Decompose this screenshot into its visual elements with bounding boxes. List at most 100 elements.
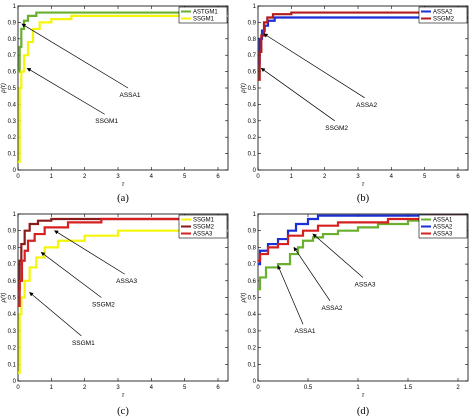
- y-tick-label: 0: [13, 379, 17, 385]
- y-tick-label: 0.7: [248, 262, 257, 268]
- chart-panel-2: 0 0.1 0.2 0.3 0.4 0.5 0.6 0.7 0.8 0.9 1 0 1 2 3 4 5 6 τ ρ(τ…: [241, 4, 469, 204]
- x-tick-label: 1: [356, 385, 360, 391]
- legend-label: ASTGM1: [193, 10, 218, 16]
- plot-area: [257, 5, 469, 171]
- y-tick-label: 1: [13, 212, 17, 218]
- panel-caption: (b): [357, 193, 370, 204]
- annotation-label: ASSA3: [116, 278, 137, 285]
- plot-area: [17, 213, 229, 382]
- legend-label: ASSA3: [433, 232, 453, 238]
- y-tick-label: 0.6: [248, 279, 257, 285]
- y-tick-label: 0.9: [248, 229, 257, 235]
- annotation-label: SSGM1: [95, 118, 118, 125]
- annotation-arrow: [312, 233, 364, 278]
- annotation-arrow: [260, 67, 335, 122]
- y-tick-label: 0.5: [248, 86, 257, 92]
- y-tick-label: 1: [253, 212, 257, 218]
- panel-caption: (a): [117, 193, 129, 204]
- annotation-arrow: [26, 67, 105, 115]
- annotation-label: ASSA2: [356, 102, 377, 109]
- annotation-label: SSGM2: [92, 302, 115, 309]
- y-tick-label: 0.6: [8, 70, 17, 76]
- y-tick-label: 0.9: [248, 20, 257, 26]
- y-tick-label: 0.4: [8, 102, 17, 108]
- y-tick-label: 0.8: [248, 37, 257, 43]
- x-tick-label: 3: [116, 385, 120, 391]
- x-tick-label: 1: [50, 174, 54, 180]
- series-line-ssgm2: [18, 217, 228, 291]
- y-tick-label: 0.2: [8, 346, 17, 352]
- x-tick-label: 0: [16, 385, 20, 391]
- series-line-ssgm1: [18, 229, 228, 374]
- legend-label: SSGM1: [193, 17, 215, 23]
- y-tick-label: 0.6: [248, 70, 257, 76]
- annotation-label: SSGM1: [72, 340, 95, 347]
- y-tick-label: 0.5: [8, 296, 17, 302]
- annotation-arrow: [277, 265, 304, 325]
- annotation-arrow: [40, 251, 102, 298]
- y-tick-label: 1: [13, 4, 17, 10]
- legend-box: [418, 214, 468, 239]
- series-line-ssgm2: [258, 11, 468, 81]
- y-tick-label: 0.2: [248, 135, 257, 141]
- y-tick-label: 0.4: [248, 312, 257, 318]
- y-tick-label: 0.8: [8, 37, 17, 43]
- y-tick-label: 0.7: [8, 53, 17, 59]
- annotation-label: ASSA3: [355, 281, 376, 288]
- y-tick-label: 0.5: [8, 86, 17, 92]
- y-tick-label: 0.1: [8, 362, 17, 368]
- x-tick-label: 1: [290, 174, 294, 180]
- legend-label: ASSA2: [433, 10, 453, 16]
- x-tick-label: 6: [216, 385, 220, 391]
- x-tick-label: 5: [423, 174, 427, 180]
- x-tick-label: 1: [50, 385, 54, 391]
- chart-panel-4: 0 0.1 0.2 0.3 0.4 0.5 0.6 0.7 0.8 0.9 1 0 0.5 1 1.5 2 τ ρ…: [241, 212, 469, 417]
- plot-area: [17, 5, 229, 171]
- series-line-assa3: [18, 217, 228, 307]
- series-line-ssgm1: [18, 14, 228, 163]
- y-tick-label: 0: [253, 379, 257, 385]
- annotation-arrow: [54, 230, 125, 275]
- y-tick-label: 0.5: [248, 296, 257, 302]
- x-tick-label: 2: [83, 385, 87, 391]
- y-tick-label: 0.3: [248, 329, 257, 335]
- y-tick-label: 0.6: [8, 279, 17, 285]
- y-tick-label: 0.9: [8, 20, 17, 26]
- x-tick-label: 0: [256, 174, 260, 180]
- annotation-arrow: [21, 23, 129, 89]
- x-tick-label: 0: [16, 174, 20, 180]
- y-tick-label: 0.1: [8, 152, 17, 158]
- y-tick-label: 0.3: [8, 329, 17, 335]
- y-tick-label: 0.8: [248, 245, 257, 251]
- annotation-label: ASSA2: [322, 305, 343, 312]
- x-axis-label: τ: [362, 393, 365, 399]
- legend-label: ASSA1: [433, 218, 453, 224]
- legend-label: ASSA2: [433, 225, 453, 231]
- x-tick-label: 0: [256, 385, 260, 391]
- y-tick-label: 0.7: [248, 53, 257, 59]
- x-tick-label: 2: [456, 385, 460, 391]
- y-tick-label: 0.8: [8, 245, 17, 251]
- x-tick-label: 1.5: [404, 385, 413, 391]
- x-tick-label: 6: [216, 174, 220, 180]
- annotation-label: ASSA1: [295, 328, 316, 335]
- legend-label: SSGM2: [433, 17, 455, 23]
- x-axis-label: τ: [362, 182, 365, 188]
- x-tick-label: 3: [116, 174, 120, 180]
- y-tick-label: 0.3: [248, 119, 257, 125]
- series-line-assa3: [258, 214, 468, 262]
- series-line-assa1: [258, 219, 468, 291]
- y-tick-label: 1: [253, 4, 257, 10]
- annotation-label: ASSA1: [120, 92, 141, 99]
- x-tick-label: 4: [390, 174, 394, 180]
- x-axis-label: τ: [122, 182, 125, 188]
- y-axis-label: ρ(τ): [1, 83, 7, 94]
- x-tick-label: 6: [456, 174, 460, 180]
- y-tick-label: 0.4: [248, 102, 257, 108]
- y-tick-label: 0.1: [248, 362, 257, 368]
- legend-box: [178, 214, 228, 239]
- y-tick-label: 0.1: [248, 152, 257, 158]
- panel-caption: (d): [357, 406, 370, 417]
- y-axis-label: ρ(τ): [241, 293, 247, 304]
- y-axis-label: ρ(τ): [241, 83, 247, 94]
